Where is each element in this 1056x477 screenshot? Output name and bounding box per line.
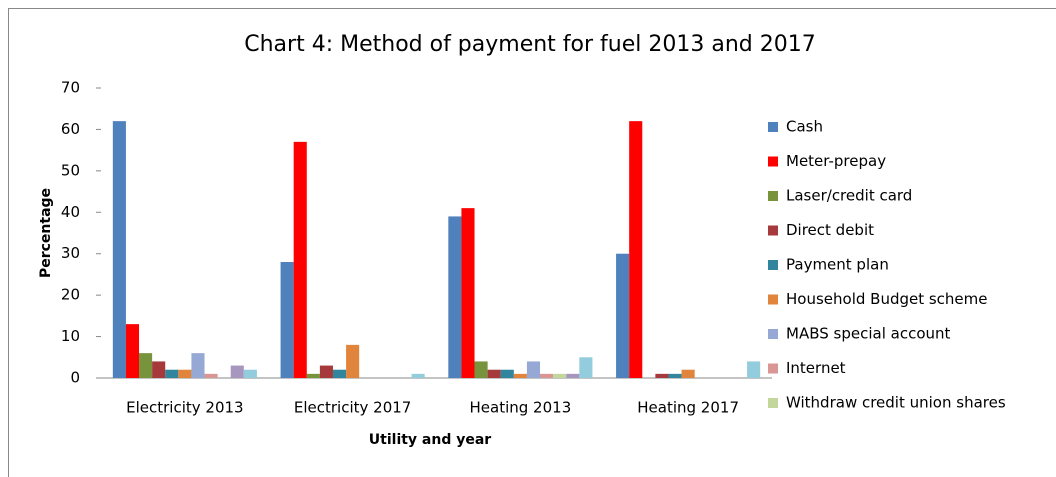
bar <box>500 369 514 378</box>
x-tick-label: Heating 2017 <box>637 399 739 417</box>
bar <box>513 373 527 378</box>
bar <box>191 353 205 378</box>
bar <box>165 369 179 378</box>
legend-label: Withdraw credit union shares <box>786 394 1006 412</box>
bar <box>243 369 257 378</box>
chart-title: Chart 4: Method of payment for fuel 2013… <box>244 32 815 57</box>
legend-swatch <box>768 156 778 167</box>
x-tick-label: Electricity 2017 <box>294 399 411 417</box>
y-tick-label: 10 <box>61 327 80 345</box>
bar <box>448 216 462 378</box>
x-tick-label: Electricity 2013 <box>126 399 243 417</box>
chart-frame <box>8 8 1056 477</box>
bar <box>553 373 567 378</box>
bar <box>579 357 593 378</box>
legend-label: Meter-prepay <box>786 152 886 170</box>
bar <box>747 361 761 378</box>
bar <box>204 373 218 378</box>
bar <box>346 344 360 378</box>
legend-swatch <box>768 225 778 236</box>
bar <box>655 373 669 378</box>
legend-label: MABS special account <box>786 325 951 343</box>
y-tick-label: 50 <box>61 161 80 179</box>
bar <box>629 121 643 379</box>
legend-swatch <box>768 294 778 305</box>
legend-label: Household Budget scheme <box>786 290 988 308</box>
bar <box>668 373 682 378</box>
bar <box>461 208 475 378</box>
legend-swatch <box>768 122 778 132</box>
bar <box>306 373 320 378</box>
bar <box>332 369 347 378</box>
bar <box>280 262 294 378</box>
bar <box>474 361 488 378</box>
legend-label: Direct debit <box>786 221 874 239</box>
x-tick-label: Heating 2013 <box>470 399 572 417</box>
legend-label: Cash <box>786 118 823 136</box>
bar <box>540 373 554 378</box>
bar <box>681 369 695 378</box>
bar <box>112 121 126 379</box>
legend-swatch <box>768 398 778 408</box>
y-tick-label: 40 <box>61 203 80 221</box>
y-tick-label: 70 <box>61 79 80 97</box>
y-axis-title: Percentage <box>38 188 54 278</box>
legend-label: Laser/credit card <box>786 187 912 205</box>
bar <box>139 353 153 378</box>
bar <box>411 373 425 378</box>
legend-swatch <box>768 329 778 339</box>
legend-label: Payment plan <box>786 256 889 274</box>
bar <box>566 373 580 378</box>
bar <box>152 361 166 378</box>
bar <box>230 365 244 378</box>
bar <box>487 369 501 378</box>
y-tick-label: 0 <box>70 369 80 387</box>
x-axis-title: Utility and year <box>369 432 492 448</box>
bar <box>125 324 140 378</box>
bar <box>178 369 192 378</box>
y-tick-label: 30 <box>61 244 80 262</box>
bar <box>616 253 630 378</box>
legend-swatch <box>768 191 778 201</box>
bar <box>293 141 307 378</box>
y-tick-label: 20 <box>61 286 80 304</box>
legend-label: Internet <box>786 359 846 377</box>
legend-swatch <box>768 363 778 374</box>
legend-swatch <box>768 260 778 270</box>
bar <box>526 361 541 378</box>
y-tick-label: 60 <box>61 120 80 138</box>
bar <box>319 365 333 378</box>
